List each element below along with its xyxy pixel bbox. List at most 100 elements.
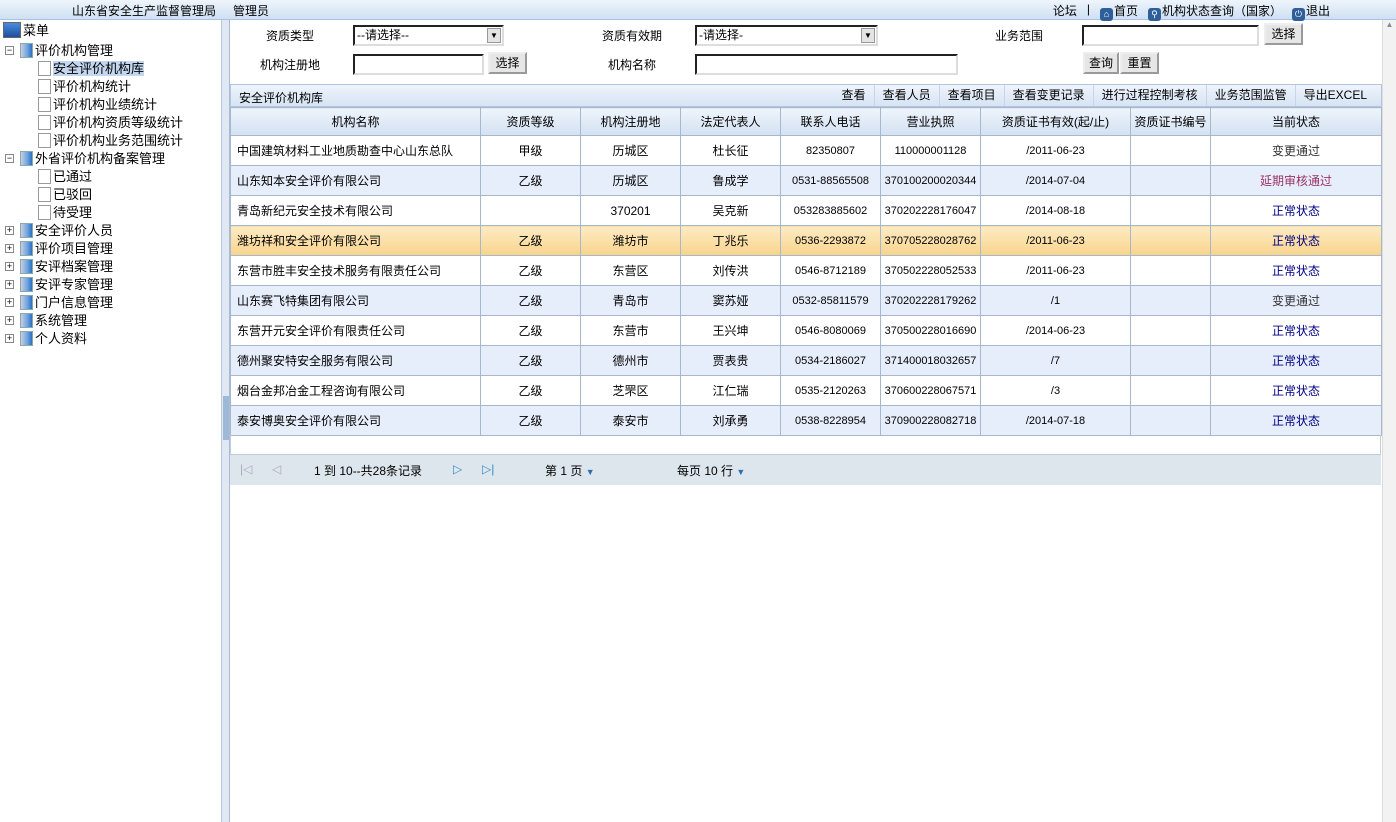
- sidebar-group[interactable]: 系统管理: [20, 312, 87, 330]
- table-row[interactable]: 青岛新纪元安全技术有限公司 370201 吴克新 053283885602 370202…: [230, 195, 1382, 226]
- table-cell: [1130, 375, 1211, 406]
- expand-icon[interactable]: +: [5, 333, 14, 343]
- table-cell: 正常状态: [1210, 195, 1382, 226]
- prev-page-icon[interactable]: ◁: [272, 462, 282, 476]
- column-header[interactable]: 联系人电话: [780, 107, 881, 136]
- vertical-scrollbar[interactable]: ▲: [1382, 20, 1396, 822]
- menu-root: 菜单: [3, 22, 49, 40]
- item-label: 评价机构统计: [53, 79, 132, 94]
- expand-icon[interactable]: +: [5, 315, 14, 325]
- group-label: 评价机构管理: [35, 43, 114, 58]
- logout-link[interactable]: ⏻ 退出: [1291, 2, 1330, 21]
- sidebar-splitter[interactable]: [222, 20, 230, 822]
- expand-icon[interactable]: +: [5, 225, 14, 235]
- reg-input[interactable]: [353, 54, 484, 75]
- item-label: 评价机构业务范围统计: [53, 133, 184, 148]
- table-row[interactable]: 山东赛飞特集团有限公司 乙级 青岛市 窦苏娅 0532-85811579 37020222…: [230, 285, 1382, 316]
- toolbar-action[interactable]: 查看: [841, 88, 866, 102]
- group-label: 安评档案管理: [35, 259, 114, 274]
- table-cell: /1: [980, 285, 1131, 316]
- sidebar-group[interactable]: 安评专家管理: [20, 276, 113, 294]
- reg-select-button[interactable]: 选择: [488, 52, 527, 74]
- toolbar-action[interactable]: 导出EXCEL: [1294, 85, 1375, 106]
- table-row[interactable]: 东营开元安全评价有限责任公司 乙级 东营市 王兴坤 0546-8080069 370500…: [230, 315, 1382, 346]
- folder-icon: [20, 277, 33, 292]
- next-page-icon[interactable]: ▷: [453, 462, 463, 476]
- table-cell: 370202228179262: [880, 285, 981, 316]
- name-input[interactable]: [695, 54, 958, 75]
- table-row[interactable]: 德州聚安特安全服务有限公司 乙级 德州市 贾表贵 0534-2186027 3714000…: [230, 345, 1382, 376]
- table-row[interactable]: 东营市胜丰安全技术服务有限责任公司 乙级 东营区 刘传洪 0546-8712189 370…: [230, 255, 1382, 286]
- sidebar-item[interactable]: 评价机构统计: [38, 78, 131, 96]
- home-icon: ⌂: [1099, 8, 1113, 21]
- sidebar-item[interactable]: 已驳回: [38, 186, 92, 204]
- scope-select-button[interactable]: 选择: [1264, 23, 1303, 45]
- table-row[interactable]: 烟台金邦冶金工程咨询有限公司 乙级 芝罘区 江仁瑞 0535-2120263 370600…: [230, 375, 1382, 406]
- collapse-icon[interactable]: −: [5, 45, 14, 55]
- column-header[interactable]: 资质证书编号: [1130, 107, 1211, 136]
- sidebar-group[interactable]: 安全评价人员: [20, 222, 113, 240]
- column-header[interactable]: 营业执照: [880, 107, 981, 136]
- sidebar-item[interactable]: 评价机构资质等级统计: [38, 114, 183, 132]
- sidebar-item[interactable]: 安全评价机构库: [38, 60, 145, 78]
- toolbar-action[interactable]: 进行过程控制考核: [1092, 85, 1206, 106]
- expand-icon[interactable]: +: [5, 261, 14, 271]
- query-button[interactable]: 查询: [1083, 52, 1119, 74]
- table-cell: 正常状态: [1210, 375, 1382, 406]
- column-header[interactable]: 机构名称: [230, 107, 481, 136]
- table-cell: 乙级: [480, 315, 581, 346]
- page-select[interactable]: 第 1 页 ▼: [545, 462, 595, 479]
- reset-button[interactable]: 重置: [1120, 52, 1159, 74]
- toolbar-action[interactable]: 查看人员: [873, 85, 939, 106]
- collapse-handle[interactable]: [223, 396, 229, 440]
- table-cell: /2014-08-18: [980, 195, 1131, 226]
- toolbar-action[interactable]: 查看项目: [938, 85, 1004, 106]
- sidebar-group[interactable]: 外省评价机构备案管理: [20, 150, 165, 168]
- status-query-link[interactable]: ⚲ 机构状态查询（国家）: [1147, 2, 1282, 21]
- toolbar-action[interactable]: 业务范围监管: [1205, 85, 1295, 106]
- expand-icon[interactable]: +: [5, 279, 14, 289]
- sidebar-item[interactable]: 待受理: [38, 204, 92, 222]
- qual-type-select[interactable]: --请选择-- ▼: [353, 25, 504, 46]
- column-header[interactable]: 资质等级: [480, 107, 581, 136]
- table-row[interactable]: 中国建筑材料工业地质勘查中心山东总队 甲级 历城区 杜长征 82350807 110000…: [230, 135, 1382, 166]
- computer-icon: [3, 22, 21, 38]
- collapse-icon[interactable]: −: [5, 153, 14, 163]
- scroll-up-icon[interactable]: ▲: [1385, 20, 1394, 29]
- home-link[interactable]: ⌂ 首页: [1099, 2, 1138, 21]
- column-header[interactable]: 法定代表人: [680, 107, 781, 136]
- column-header[interactable]: 当前状态: [1210, 107, 1382, 136]
- page-size-select[interactable]: 每页 10 行 ▼: [677, 462, 745, 479]
- sidebar-item[interactable]: 已通过: [38, 168, 92, 186]
- table-row[interactable]: 潍坊祥和安全评价有限公司 乙级 潍坊市 丁兆乐 0536-2293872 37070522…: [230, 225, 1382, 256]
- table-cell: 正常状态: [1210, 315, 1382, 346]
- column-header[interactable]: 资质证书有效(起/止): [980, 107, 1131, 136]
- scope-input[interactable]: [1082, 25, 1259, 46]
- validity-select[interactable]: -请选择- ▼: [695, 25, 878, 46]
- expand-icon[interactable]: +: [5, 243, 14, 253]
- sidebar-item[interactable]: 评价机构业绩统计: [38, 96, 157, 114]
- sidebar-group[interactable]: 评价项目管理: [20, 240, 113, 258]
- last-page-icon[interactable]: ▷|: [482, 462, 495, 476]
- sidebar-group[interactable]: 安评档案管理: [20, 258, 113, 276]
- sidebar-item[interactable]: 评价机构业务范围统计: [38, 132, 183, 150]
- forum-link[interactable]: 论坛: [1052, 4, 1077, 18]
- toolbar-action[interactable]: 查看变更记录: [1003, 85, 1093, 106]
- expand-icon[interactable]: +: [5, 297, 14, 307]
- table-row[interactable]: 泰安博奥安全评价有限公司 乙级 泰安市 刘承勇 0538-8228954 37090022…: [230, 405, 1382, 436]
- separator: |: [1086, 2, 1090, 16]
- sidebar-group[interactable]: 门户信息管理: [20, 294, 113, 312]
- table-cell: [1130, 405, 1211, 436]
- column-header[interactable]: 机构注册地: [580, 107, 681, 136]
- table-cell: 370500228016690: [880, 315, 981, 346]
- table-cell: 正常状态: [1210, 225, 1382, 256]
- table-cell: 053283885602: [780, 195, 881, 226]
- first-page-icon[interactable]: |◁: [240, 462, 253, 476]
- sidebar-group[interactable]: 评价机构管理: [20, 42, 113, 60]
- table-cell: 潍坊市: [580, 225, 681, 256]
- table-row[interactable]: 山东知本安全评价有限公司 乙级 历城区 鲁成学 0531-88565508 3701002…: [230, 165, 1382, 196]
- table-cell: /2014-07-18: [980, 405, 1131, 436]
- sidebar-group[interactable]: 个人资料: [20, 330, 87, 348]
- table-cell: [1130, 285, 1211, 316]
- top-links: 论坛 | ⌂ 首页 ⚲ 机构状态查询（国家） ⏻ 退出: [1053, 2, 1330, 21]
